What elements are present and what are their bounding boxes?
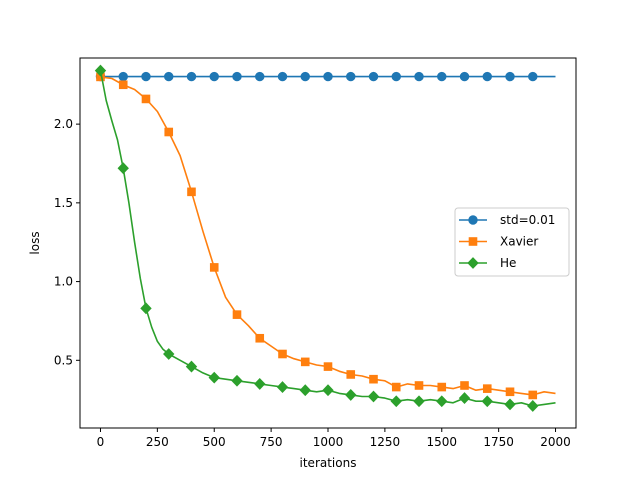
series-point (94, 64, 107, 77)
series-point (141, 94, 151, 104)
series-point (255, 71, 265, 82)
series-point (481, 395, 493, 408)
series-point (185, 360, 198, 373)
series-point (277, 71, 288, 82)
series-point (504, 398, 516, 411)
series-point (368, 71, 379, 82)
series-point (299, 384, 311, 397)
series-point (232, 310, 242, 319)
x-axis-label: iterations (300, 456, 357, 470)
legend-label: He (500, 256, 516, 270)
series-point (209, 263, 219, 272)
series-point (528, 390, 538, 400)
series-point (413, 395, 425, 408)
series-point (276, 381, 289, 393)
series-point (323, 362, 333, 371)
series-point (460, 381, 469, 390)
series-point (369, 374, 378, 384)
series-point (459, 71, 470, 82)
legend-label: Xavier (500, 235, 538, 249)
x-axis: 0 250 500 750 1000 1250 1500 1750 2000 (97, 428, 571, 449)
legend-marker (467, 257, 479, 269)
x-tick-label: 750 (260, 435, 283, 449)
y-axis: 0.5 1.0 1.5 2.0 (54, 117, 80, 367)
series-point (186, 71, 197, 82)
series-point (232, 71, 242, 82)
legend-box (454, 207, 570, 277)
series-point (437, 382, 447, 392)
series-point (117, 162, 129, 175)
series-0 (95, 71, 556, 82)
series-point (528, 71, 538, 82)
x-tick-label: 2000 (540, 435, 571, 449)
series-point (163, 348, 175, 360)
series-point (346, 71, 356, 82)
series-point (300, 71, 310, 82)
y-tick-label: 0.5 (54, 353, 73, 367)
x-tick-label: 1750 (483, 435, 514, 449)
series-point (414, 71, 424, 82)
legend-label: std=0.01 (500, 213, 555, 227)
y-axis-label: loss (28, 231, 42, 254)
series-point (164, 71, 174, 82)
x-tick-label: 0 (97, 435, 105, 449)
x-tick-label: 1500 (426, 435, 457, 449)
series-point (278, 349, 287, 359)
series-1 (96, 72, 556, 400)
x-tick-label: 250 (146, 435, 169, 449)
legend-marker (468, 215, 478, 225)
series-point (527, 400, 539, 412)
series-point (505, 387, 515, 397)
series-point (482, 71, 492, 82)
series-point (505, 71, 515, 82)
series-point (437, 71, 447, 82)
y-tick-label: 1.5 (54, 196, 73, 210)
series-layer (94, 64, 556, 412)
legend-marker (468, 237, 478, 246)
series-point (254, 377, 266, 390)
series-2 (94, 64, 556, 412)
series-point (208, 371, 220, 384)
series-point (367, 390, 380, 403)
series-point (391, 71, 401, 82)
series-point (482, 384, 492, 393)
series-point (255, 333, 265, 343)
x-tick-label: 500 (203, 435, 226, 449)
series-point (209, 71, 219, 82)
series-point (322, 384, 334, 397)
series-point (118, 80, 128, 90)
series-point (141, 71, 151, 82)
series-point (300, 357, 310, 367)
series-point (164, 127, 174, 137)
series-point (323, 71, 333, 82)
series-point (414, 381, 424, 390)
y-tick-label: 1.0 (54, 275, 73, 289)
x-tick-label: 1000 (313, 435, 344, 449)
series-point (391, 382, 401, 392)
legend: std=0.01 Xavier He (454, 207, 570, 277)
series-point (231, 374, 243, 387)
series-point (187, 187, 196, 197)
series-point (140, 302, 152, 315)
series-point (345, 389, 357, 401)
series-point (458, 392, 471, 405)
series-point (346, 370, 356, 379)
y-tick-label: 2.0 (54, 117, 73, 131)
series-point (390, 395, 402, 408)
series-point (436, 395, 448, 408)
series-point (118, 71, 128, 82)
x-tick-label: 1250 (370, 435, 401, 449)
